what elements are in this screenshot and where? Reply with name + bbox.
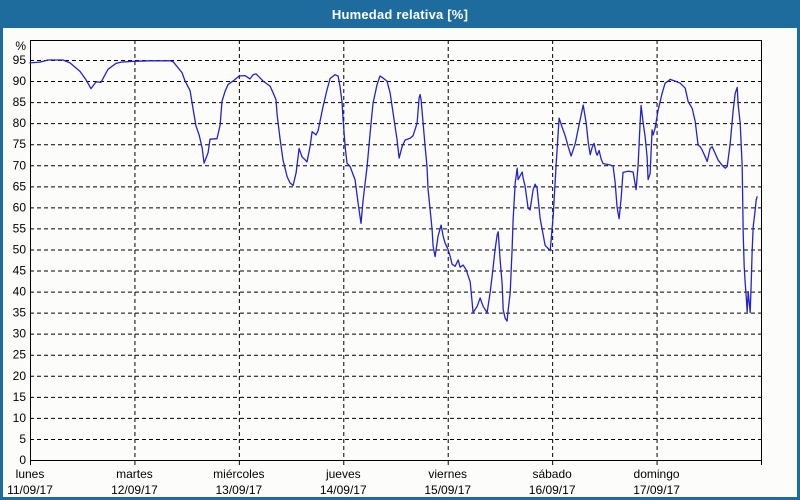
window-title: Humedad relativa [%] <box>331 6 469 22</box>
y-tick-label: 15 <box>13 390 27 404</box>
grid-lines <box>30 40 761 460</box>
x-tick-date-label: 15/09/17 <box>424 483 471 497</box>
x-tick-day-label: martes <box>116 467 153 481</box>
y-tick-label: 50 <box>13 242 27 256</box>
x-tick-date-label: 13/09/17 <box>215 483 262 497</box>
y-tick-label: 95 <box>13 53 27 67</box>
x-axis-labels: lunes 11/09/17 martes 12/09/17 miércoles 13/0… <box>7 467 680 497</box>
x-tick-day-label: lunes <box>16 467 45 481</box>
humidity-chart: 0 5 10 15 20 25 30 35 40 45 50 55 60 65 70 75 80 85 90 95% l… <box>7 39 762 497</box>
y-tick-label: 60 <box>13 200 27 214</box>
y-tick-label: 80 <box>13 116 27 130</box>
x-tick-date-label: 14/09/17 <box>320 483 367 497</box>
y-tick-label: 65 <box>13 179 27 193</box>
y-tick-label: 45 <box>13 264 27 278</box>
y-tick-label: 25 <box>13 348 27 362</box>
y-tick-label: 85 <box>13 95 27 109</box>
y-tick-label: 35 <box>13 306 27 320</box>
y-tick-label: 40 <box>13 285 27 299</box>
x-tick-day-label: sábado <box>532 467 572 481</box>
y-tick-label: 75 <box>13 137 27 151</box>
x-tick-date-label: 12/09/17 <box>111 483 158 497</box>
x-tick-day-label: jueves <box>325 467 361 481</box>
y-tick-label: 90 <box>13 74 27 88</box>
plot-border <box>30 40 762 461</box>
chart-area: 0 5 10 15 20 25 30 35 40 45 50 55 60 65 70 75 80 85 90 95% l… <box>3 28 797 497</box>
y-tick-label: 0 <box>19 453 26 467</box>
x-tick-day-label: domingo <box>634 467 680 481</box>
y-tick-label: 20 <box>13 369 27 383</box>
y-axis-labels: 0 5 10 15 20 25 30 35 40 45 50 55 60 65 70 75 80 85 90 95% <box>13 39 27 467</box>
x-tick-day-label: viernes <box>428 467 467 481</box>
x-tick-day-label: miércoles <box>213 467 264 481</box>
x-tick-date-label: 17/09/17 <box>633 483 680 497</box>
x-tick-date-label: 11/09/17 <box>7 483 53 497</box>
x-tick-date-label: 16/09/17 <box>529 483 576 497</box>
y-tick-label: 70 <box>13 158 27 172</box>
y-tick-label: 5 <box>19 432 26 446</box>
humidity-line <box>29 59 758 322</box>
y-axis-unit-label: % <box>15 39 26 53</box>
title-bar: Humedad relativa [%] <box>0 0 800 28</box>
y-tick-label: 55 <box>13 221 27 235</box>
y-tick-label: 30 <box>13 327 27 341</box>
y-tick-label: 10 <box>13 411 27 425</box>
